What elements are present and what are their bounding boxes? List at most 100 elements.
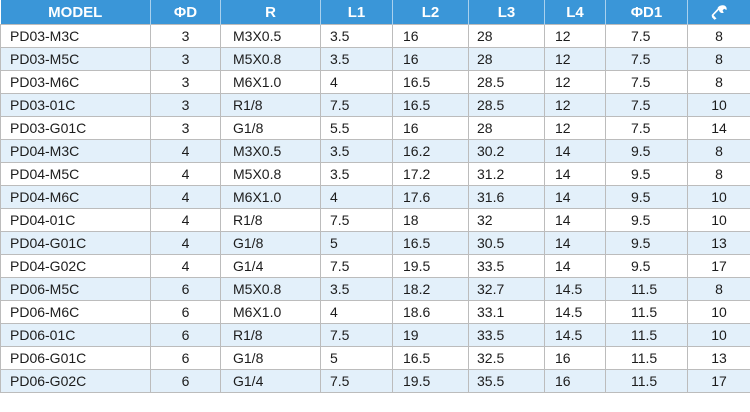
cell-model: PD04-M6C <box>0 185 151 209</box>
cell-l3: 35.5 <box>468 369 545 393</box>
cell-l2: 16.5 <box>392 70 469 94</box>
cell-l4: 14 <box>544 162 606 186</box>
cell-thread: G1/4 <box>220 369 321 393</box>
cell-l3: 28 <box>468 24 545 48</box>
cell-model: PD04-G02C <box>0 254 151 278</box>
cell-l4: 16 <box>544 369 606 393</box>
cell-model: PD04-M5C <box>0 162 151 186</box>
cell-l4: 16 <box>544 346 606 370</box>
cell-wrench-size: 10 <box>687 93 750 117</box>
table-row: PD04-M5C 4 M5X0.8 3.5 17.2 31.2 14 9.5 8 <box>0 162 750 186</box>
cell-d1: 7.5 <box>605 47 688 71</box>
cell-d1: 7.5 <box>605 70 688 94</box>
cell-thread: M6X1.0 <box>220 300 321 324</box>
table-row: PD06-G01C 6 G1/8 5 16.5 32.5 16 11.5 13 <box>0 346 750 370</box>
cell-wrench-size: 8 <box>687 24 750 48</box>
cell-model: PD03-M3C <box>0 24 151 48</box>
cell-l3: 30.2 <box>468 139 545 163</box>
table-row: PD04-G01C 4 G1/8 5 16.5 30.5 14 9.5 13 <box>0 231 750 255</box>
cell-l2: 18 <box>392 208 469 232</box>
cell-model: PD06-M5C <box>0 277 151 301</box>
wrench-icon <box>688 4 750 21</box>
cell-outer-diameter: 3 <box>150 93 221 117</box>
cell-model: PD03-G01C <box>0 116 151 140</box>
table-row: PD03-M3C 3 M3X0.5 3.5 16 28 12 7.5 8 <box>0 24 750 48</box>
header-l4: L4 <box>544 0 606 25</box>
cell-l4: 14 <box>544 231 606 255</box>
cell-d1: 9.5 <box>605 185 688 209</box>
cell-l1: 3.5 <box>320 162 393 186</box>
cell-d1: 11.5 <box>605 346 688 370</box>
cell-l3: 31.6 <box>468 185 545 209</box>
cell-l4: 14 <box>544 185 606 209</box>
cell-model: PD04-M3C <box>0 139 151 163</box>
table-row: PD06-M6C 6 M6X1.0 4 18.6 33.1 14.5 11.5 10 <box>0 300 750 324</box>
cell-wrench-size: 8 <box>687 47 750 71</box>
cell-l1: 5 <box>320 231 393 255</box>
cell-l2: 16 <box>392 24 469 48</box>
table-row: PD03-M6C 3 M6X1.0 4 16.5 28.5 12 7.5 8 <box>0 70 750 94</box>
cell-l3: 33.1 <box>468 300 545 324</box>
cell-wrench-size: 17 <box>687 369 750 393</box>
cell-thread: R1/8 <box>220 208 321 232</box>
cell-outer-diameter: 6 <box>150 369 221 393</box>
header-model: MODEL <box>0 0 151 25</box>
header-row: MODEL ΦD R L1 L2 L3 L4 ΦD1 <box>0 0 750 25</box>
cell-thread: R1/8 <box>220 93 321 117</box>
cell-l2: 18.6 <box>392 300 469 324</box>
cell-l4: 12 <box>544 70 606 94</box>
table-row: PD03-G01C 3 G1/8 5.5 16 28 12 7.5 14 <box>0 116 750 140</box>
cell-l2: 19.5 <box>392 369 469 393</box>
cell-l4: 14.5 <box>544 300 606 324</box>
table-row: PD06-G02C 6 G1/4 7.5 19.5 35.5 16 11.5 17 <box>0 369 750 393</box>
cell-outer-diameter: 6 <box>150 300 221 324</box>
table-row: PD04-M3C 4 M3X0.5 3.5 16.2 30.2 14 9.5 8 <box>0 139 750 163</box>
cell-outer-diameter: 3 <box>150 70 221 94</box>
cell-outer-diameter: 3 <box>150 116 221 140</box>
cell-l3: 28.5 <box>468 70 545 94</box>
cell-l3: 32 <box>468 208 545 232</box>
cell-d1: 7.5 <box>605 24 688 48</box>
table-row: PD03-M5C 3 M5X0.8 3.5 16 28 12 7.5 8 <box>0 47 750 71</box>
cell-outer-diameter: 4 <box>150 185 221 209</box>
header-thread: R <box>220 0 321 25</box>
cell-d1: 9.5 <box>605 208 688 232</box>
cell-d1: 7.5 <box>605 116 688 140</box>
cell-l2: 17.2 <box>392 162 469 186</box>
cell-l1: 7.5 <box>320 254 393 278</box>
cell-wrench-size: 8 <box>687 277 750 301</box>
cell-wrench-size: 13 <box>687 346 750 370</box>
cell-d1: 11.5 <box>605 369 688 393</box>
cell-l1: 4 <box>320 185 393 209</box>
cell-thread: M3X0.5 <box>220 139 321 163</box>
cell-thread: M3X0.5 <box>220 24 321 48</box>
cell-d1: 9.5 <box>605 162 688 186</box>
cell-outer-diameter: 3 <box>150 24 221 48</box>
cell-model: PD06-G01C <box>0 346 151 370</box>
cell-l1: 5 <box>320 346 393 370</box>
cell-model: PD03-M5C <box>0 47 151 71</box>
cell-l1: 4 <box>320 70 393 94</box>
cell-model: PD06-01C <box>0 323 151 347</box>
cell-wrench-size: 10 <box>687 185 750 209</box>
cell-l3: 28.5 <box>468 93 545 117</box>
cell-l2: 16 <box>392 47 469 71</box>
spec-table: MODEL ΦD R L1 L2 L3 L4 ΦD1 PD03-M3C 3 M3X0… <box>0 0 750 393</box>
cell-l4: 14 <box>544 139 606 163</box>
cell-l4: 12 <box>544 47 606 71</box>
cell-d1: 9.5 <box>605 139 688 163</box>
cell-l2: 19.5 <box>392 254 469 278</box>
cell-outer-diameter: 6 <box>150 323 221 347</box>
cell-wrench-size: 13 <box>687 231 750 255</box>
cell-l1: 3.5 <box>320 47 393 71</box>
cell-l1: 7.5 <box>320 208 393 232</box>
cell-wrench-size: 10 <box>687 323 750 347</box>
cell-l2: 17.6 <box>392 185 469 209</box>
cell-l1: 3.5 <box>320 139 393 163</box>
cell-wrench-size: 8 <box>687 162 750 186</box>
cell-wrench-size: 14 <box>687 116 750 140</box>
cell-wrench-size: 10 <box>687 300 750 324</box>
cell-l1: 3.5 <box>320 277 393 301</box>
cell-l4: 12 <box>544 24 606 48</box>
cell-thread: M6X1.0 <box>220 185 321 209</box>
